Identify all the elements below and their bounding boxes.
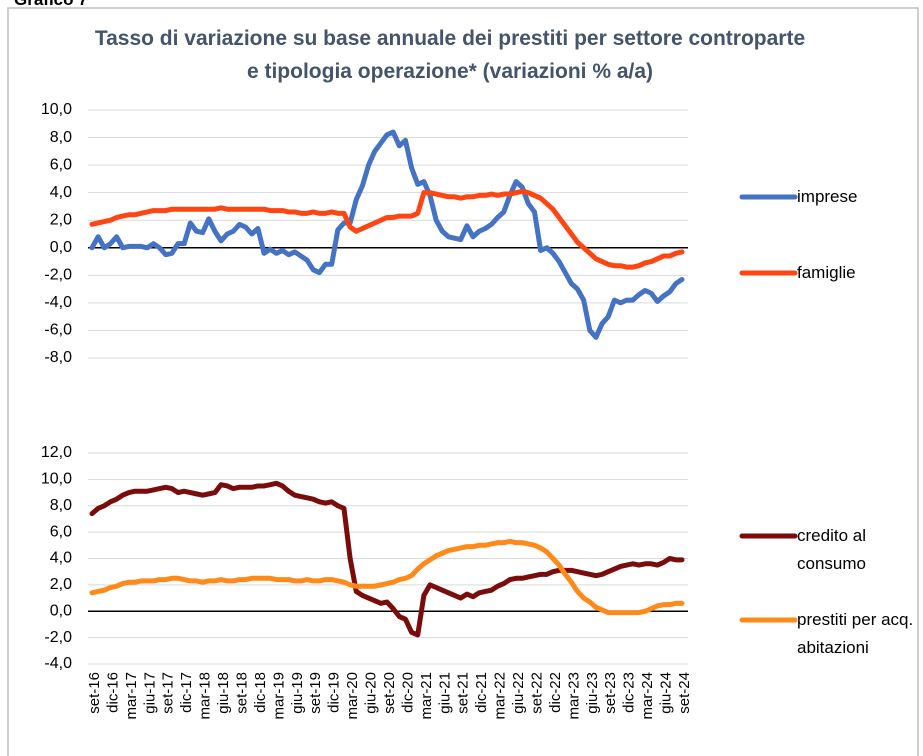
x-tick-label: set-16: [86, 672, 103, 714]
legend-label: prestiti per acq. abitazioni: [797, 610, 914, 657]
x-tick-label: set-24: [676, 672, 693, 714]
x-tick-label: dic-16: [104, 672, 121, 713]
y-tick-label: -6,0: [44, 322, 72, 339]
y-tick-label: 12,0: [41, 444, 72, 461]
y-tick-label: 0,0: [50, 602, 72, 619]
x-tick-label: dic-17: [178, 672, 195, 713]
legend-label: credito al consumo: [797, 526, 866, 573]
series-line: [89, 538, 685, 616]
chart-frame: [7, 7, 919, 756]
series-line: [89, 129, 685, 340]
x-tick-label: dic-20: [399, 672, 416, 713]
y-tick-label: 4,0: [50, 184, 72, 201]
x-tick-label: dic-22: [547, 672, 564, 713]
x-tick-label: giu-17: [141, 672, 158, 714]
x-tick-label: dic-23: [621, 672, 638, 713]
x-tick-label: giu-19: [289, 672, 306, 714]
x-tick-label: giu-24: [658, 672, 675, 714]
y-tick-label: -8,0: [44, 349, 72, 366]
legend-label: imprese: [797, 187, 858, 206]
x-tick-label: mar-21: [418, 672, 435, 720]
y-tick-label: -2,0: [44, 267, 72, 284]
y-tick-label: 8,0: [50, 129, 72, 146]
x-tick-label: dic-21: [473, 672, 490, 713]
y-tick-label: 6,0: [50, 523, 72, 540]
x-tick-label: set-23: [602, 672, 619, 714]
x-tick-label: set-17: [160, 672, 177, 714]
y-tick-label: -2,0: [44, 629, 72, 646]
x-tick-label: mar-24: [639, 672, 656, 720]
x-tick-label: mar-23: [565, 672, 582, 720]
x-tick-label: set-21: [455, 672, 472, 714]
series-line: [89, 480, 685, 638]
x-tick-label: mar-17: [123, 672, 140, 720]
x-tick-label: mar-18: [197, 672, 214, 720]
x-tick-label: set-22: [528, 672, 545, 714]
x-tick-label: giu-22: [510, 672, 527, 714]
x-tick-label: set-18: [233, 672, 250, 714]
legend-label: famiglie: [797, 263, 856, 282]
figure-label: Grafico 7: [14, 0, 88, 10]
y-tick-label: -4,0: [44, 655, 72, 672]
y-tick-label: 8,0: [50, 497, 72, 514]
x-tick-label: dic-18: [252, 672, 269, 713]
x-tick-label: mar-22: [492, 672, 509, 720]
x-tick-label: set-19: [307, 672, 324, 714]
x-tick-label: giu-18: [215, 672, 232, 714]
y-tick-label: -4,0: [44, 294, 72, 311]
series-line: [89, 188, 685, 270]
y-tick-label: 10,0: [41, 471, 72, 488]
x-tick-label: giu-21: [436, 672, 453, 714]
y-tick-label: 10,0: [41, 101, 72, 118]
x-tick-label: mar-20: [344, 672, 361, 720]
y-tick-label: 4,0: [50, 550, 72, 567]
y-tick-label: 2,0: [50, 576, 72, 593]
y-tick-label: 2,0: [50, 211, 72, 228]
x-tick-label: giu-23: [584, 672, 601, 714]
y-tick-label: 0,0: [50, 239, 72, 256]
x-tick-label: dic-19: [326, 672, 343, 713]
x-tick-label: giu-20: [363, 672, 380, 714]
y-tick-label: 6,0: [50, 156, 72, 173]
chart-title: Tasso di variazione su base annuale dei …: [94, 27, 806, 83]
x-tick-label: mar-19: [270, 672, 287, 720]
x-tick-label: set-20: [381, 672, 398, 714]
